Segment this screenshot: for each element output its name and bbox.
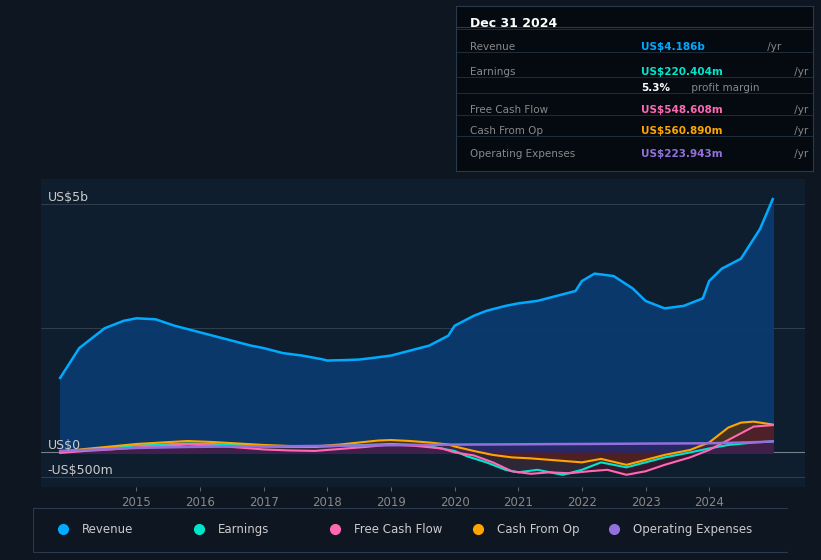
Text: /yr: /yr: [764, 42, 781, 52]
Text: /yr: /yr: [791, 105, 808, 115]
Text: US$4.186b: US$4.186b: [641, 42, 705, 52]
Text: Operating Expenses: Operating Expenses: [633, 522, 753, 536]
Text: US$5b: US$5b: [48, 191, 89, 204]
Text: US$560.890m: US$560.890m: [641, 126, 722, 136]
Text: /yr: /yr: [791, 126, 808, 136]
Text: 5.3%: 5.3%: [641, 83, 671, 94]
Text: US$548.608m: US$548.608m: [641, 105, 723, 115]
Text: Free Cash Flow: Free Cash Flow: [354, 522, 443, 536]
Text: /yr: /yr: [791, 67, 808, 77]
Text: Cash From Op: Cash From Op: [470, 126, 543, 136]
Text: US$0: US$0: [48, 440, 80, 452]
Text: US$220.404m: US$220.404m: [641, 67, 723, 77]
Text: profit margin: profit margin: [688, 83, 759, 94]
Text: Free Cash Flow: Free Cash Flow: [470, 105, 548, 115]
Bar: [33, 507, 788, 552]
Text: US$223.943m: US$223.943m: [641, 150, 723, 160]
Text: Revenue: Revenue: [470, 42, 515, 52]
Text: Earnings: Earnings: [470, 67, 516, 77]
Text: /yr: /yr: [791, 150, 808, 160]
Text: Operating Expenses: Operating Expenses: [470, 150, 576, 160]
Text: Revenue: Revenue: [82, 522, 133, 536]
Text: Earnings: Earnings: [218, 522, 269, 536]
Text: -US$500m: -US$500m: [48, 464, 113, 477]
Text: Cash From Op: Cash From Op: [498, 522, 580, 536]
Text: Dec 31 2024: Dec 31 2024: [470, 17, 557, 30]
